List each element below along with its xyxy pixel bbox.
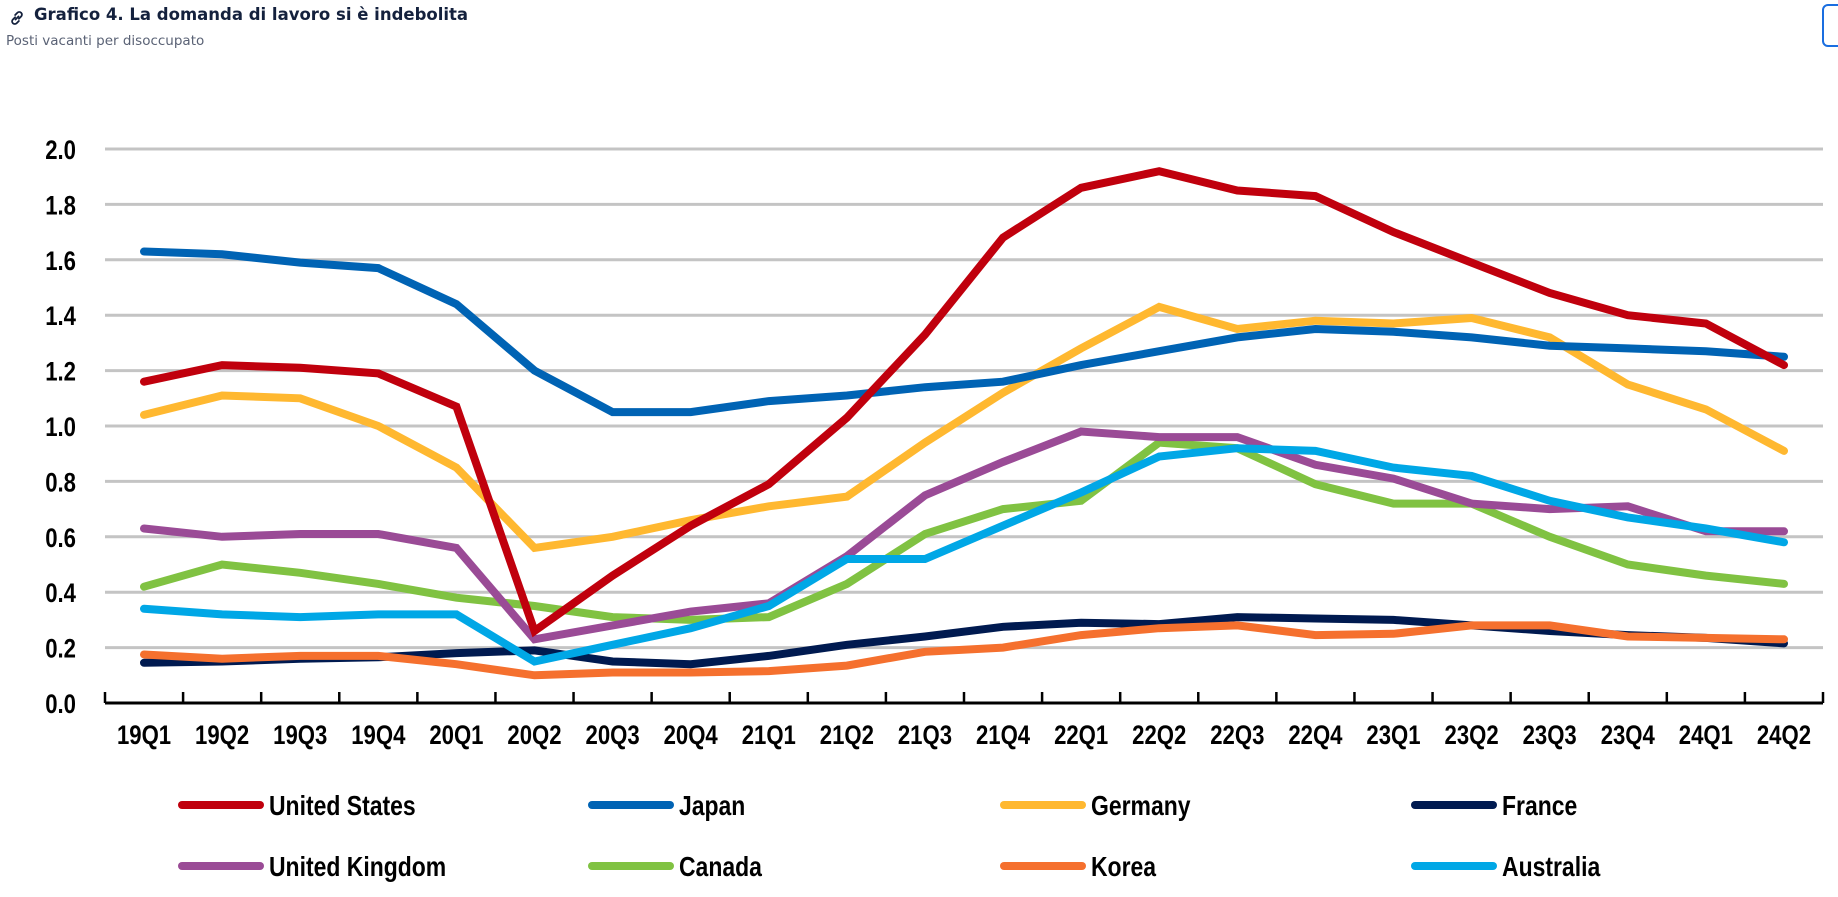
legend-label: France <box>1502 791 1577 822</box>
legend-item-australia[interactable]: Australia <box>1411 852 1601 883</box>
series-line-canada[interactable] <box>140 438 1788 624</box>
legend-item-united-kingdom[interactable]: United Kingdom <box>178 852 446 883</box>
legend-label: Japan <box>679 791 745 822</box>
x-tick-label: 21Q4 <box>976 721 1030 751</box>
legend-label: United States <box>269 791 416 822</box>
x-tick-label: 23Q2 <box>1445 721 1499 751</box>
x-tick-label: 21Q2 <box>820 721 874 751</box>
series-line-australia[interactable] <box>140 444 1788 666</box>
legend-item-canada[interactable]: Canada <box>588 852 763 883</box>
legend-item-germany[interactable]: Germany <box>1000 791 1191 822</box>
y-axis-ticks: 0.0 0.2 0.4 0.6 0.8 1.0 1.2 1.4 1.6 1.8 2.0 <box>45 136 76 720</box>
y-tick-label: 0.8 <box>45 468 76 498</box>
y-tick-label: 0.0 <box>45 690 76 720</box>
x-tick-label: 19Q3 <box>273 721 327 751</box>
legend: United States Japan Germany France United Ki… <box>178 791 1601 883</box>
y-tick-label: 1.8 <box>45 191 76 221</box>
legend-item-korea[interactable]: Korea <box>1000 852 1157 883</box>
legend-item-japan[interactable]: Japan <box>588 791 745 822</box>
legend-label: United Kingdom <box>269 852 446 883</box>
series-line-japan[interactable] <box>140 247 1788 417</box>
y-tick-label: 0.2 <box>45 635 76 665</box>
y-tick-label: 1.4 <box>45 302 76 332</box>
x-axis: 19Q1 19Q2 19Q3 19Q4 20Q1 20Q2 20Q3 20Q4 21Q1 21Q2… <box>103 692 1825 751</box>
legend-label: Australia <box>1502 852 1601 883</box>
chart-header: Grafico 4. La domanda di lavoro si è ind… <box>0 0 1838 60</box>
y-tick-label: 0.6 <box>45 524 76 554</box>
x-tick-label: 23Q3 <box>1523 721 1577 751</box>
x-tick-label: 23Q1 <box>1366 721 1420 751</box>
legend-item-france[interactable]: France <box>1411 791 1577 822</box>
y-tick-label: 1.6 <box>45 247 76 277</box>
series-line-united-states[interactable] <box>140 167 1788 638</box>
series-line-united-kingdom[interactable] <box>140 427 1788 644</box>
x-tick-label: 20Q4 <box>664 721 718 751</box>
series-lines <box>140 167 1788 680</box>
x-tick-label: 21Q3 <box>898 721 952 751</box>
y-tick-label: 0.4 <box>45 579 76 609</box>
link-icon[interactable] <box>8 9 26 27</box>
legend-item-united-states[interactable]: United States <box>178 791 416 822</box>
x-tick-label: 23Q4 <box>1601 721 1655 751</box>
x-tick-label: 19Q1 <box>117 721 171 751</box>
x-tick-label: 20Q3 <box>586 721 640 751</box>
x-tick-label: 22Q2 <box>1132 721 1186 751</box>
x-tick-label: 19Q4 <box>351 721 405 751</box>
x-tick-label: 22Q1 <box>1054 721 1108 751</box>
legend-label: Canada <box>679 852 763 883</box>
series-line-korea[interactable] <box>140 621 1788 680</box>
x-tick-label: 22Q3 <box>1210 721 1264 751</box>
chart-title: Grafico 4. La domanda di lavoro si è ind… <box>34 5 469 24</box>
legend-label: Germany <box>1091 791 1191 822</box>
x-tick-label: 22Q4 <box>1288 721 1342 751</box>
x-tick-label: 20Q1 <box>429 721 483 751</box>
y-tick-label: 1.0 <box>45 413 76 443</box>
chart-subtitle: Posti vacanti per disoccupato <box>6 33 205 49</box>
x-tick-label: 20Q2 <box>507 721 561 751</box>
series-line-germany[interactable] <box>140 302 1788 553</box>
x-tick-label: 21Q1 <box>742 721 796 751</box>
x-tick-label: 24Q1 <box>1679 721 1733 751</box>
gridlines <box>105 147 1823 650</box>
y-tick-label: 1.2 <box>45 358 76 388</box>
y-tick-label: 2.0 <box>45 136 76 166</box>
x-tick-label: 24Q2 <box>1757 721 1811 751</box>
x-tick-label: 19Q2 <box>195 721 249 751</box>
toolbar-button[interactable] <box>1822 4 1838 47</box>
legend-label: Korea <box>1091 852 1157 883</box>
